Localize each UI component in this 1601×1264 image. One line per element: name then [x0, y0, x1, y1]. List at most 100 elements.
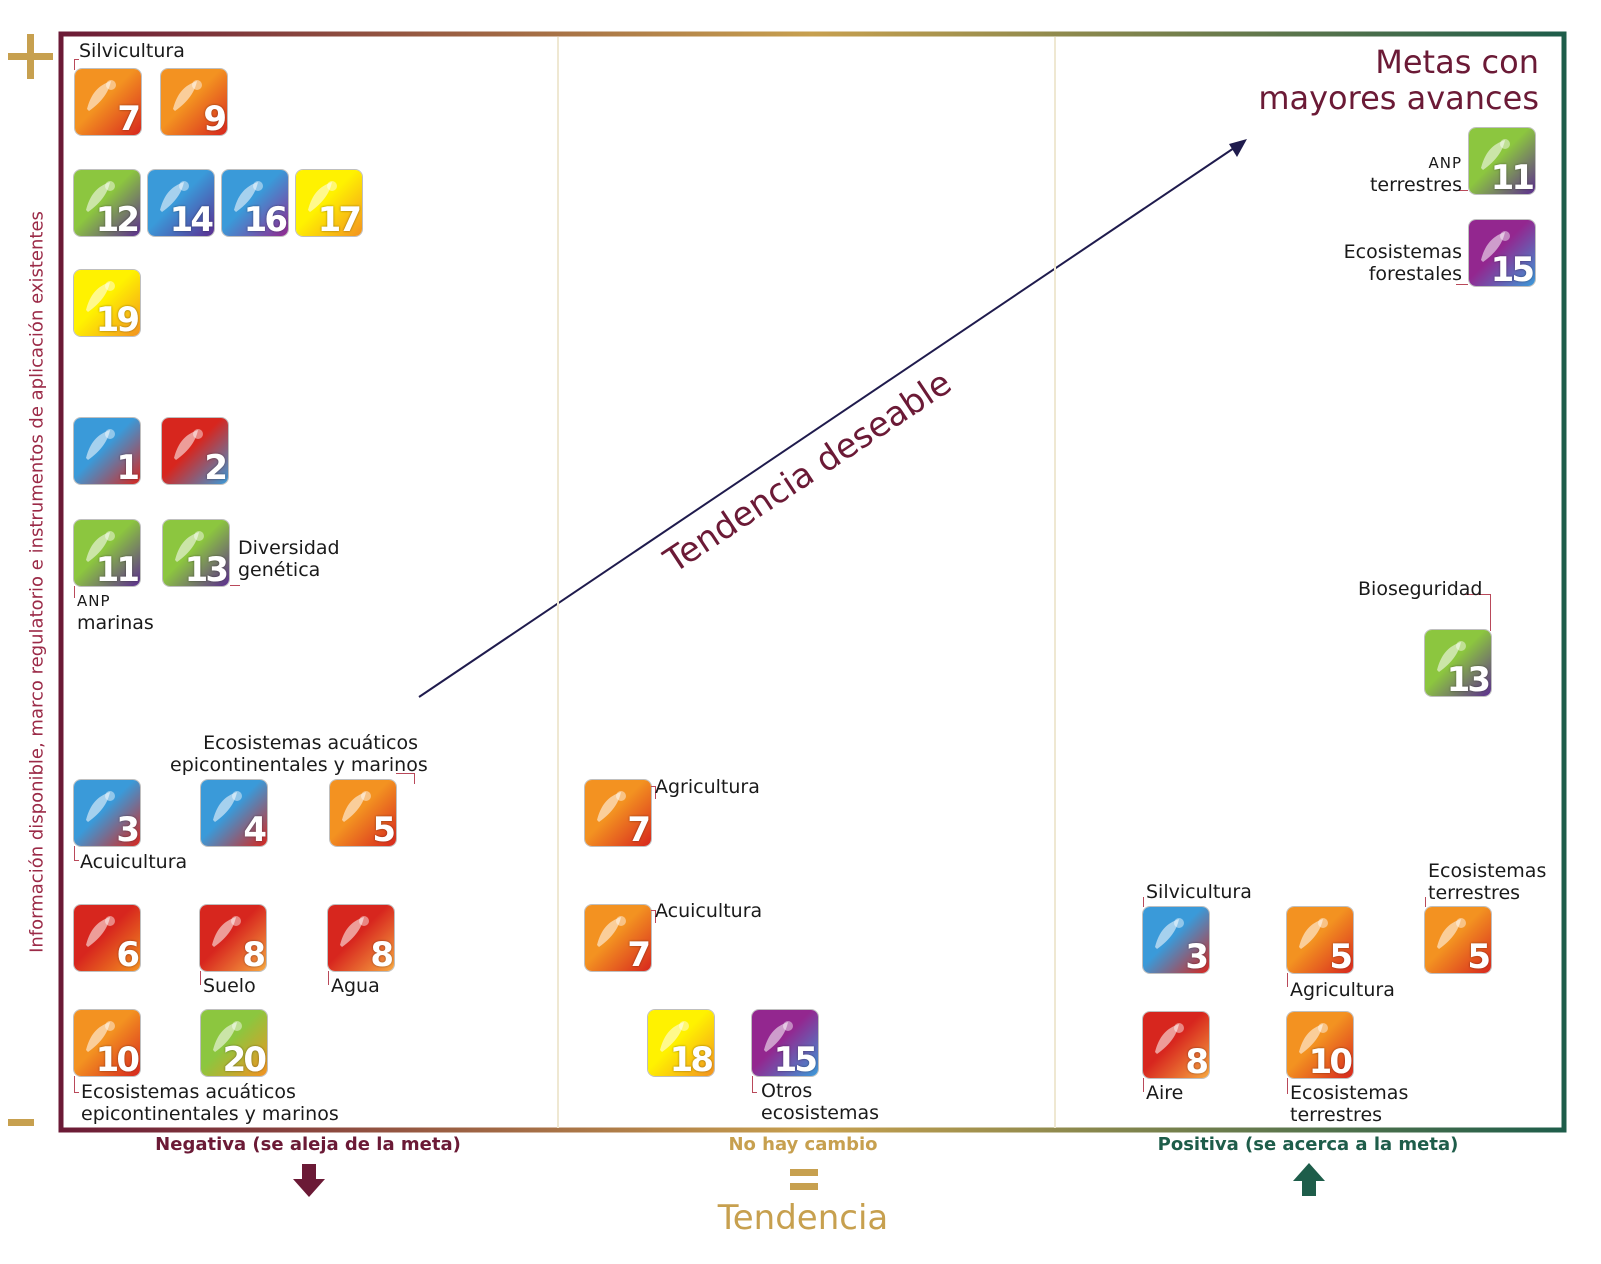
label-acuicultura: Acuicultura — [655, 900, 763, 922]
label-otros-ecosistemas: Otros ecosistemas — [761, 1080, 880, 1124]
goal-title-line-2: mayores avances — [1258, 79, 1539, 117]
goal-number: 11 — [1490, 158, 1535, 194]
goal-icon-8: 8 — [1143, 1012, 1209, 1078]
goal-glyph-icon — [86, 281, 115, 312]
goal-glyph-icon — [175, 531, 204, 562]
goal-number: 14 — [169, 200, 214, 236]
goal-title: Metas con mayores avances — [1258, 44, 1539, 116]
minus-icon — [8, 1119, 34, 1126]
label-connector — [1456, 190, 1468, 192]
goal-glyph-icon — [87, 80, 116, 111]
label-connector — [74, 1076, 79, 1093]
goal-icon-14: 14 — [148, 170, 214, 236]
goal-icon-4: 4 — [201, 780, 267, 846]
label-connector — [74, 846, 79, 861]
goal-icon-15: 15 — [1469, 220, 1535, 286]
goal-glyph-icon — [340, 916, 369, 947]
goal-glyph-icon — [1299, 918, 1328, 949]
goal-number: 8 — [1185, 1042, 1209, 1078]
goal-number: 13 — [184, 550, 229, 586]
goal-glyph-icon — [308, 181, 337, 212]
goal-number: 9 — [203, 99, 227, 135]
goal-number: 10 — [1308, 1042, 1353, 1078]
goal-icon-6: 6 — [74, 905, 140, 971]
label-aire: Aire — [1146, 1082, 1184, 1104]
goal-glyph-icon — [213, 1021, 242, 1052]
goal-icon-15: 15 — [752, 1010, 818, 1076]
goal-icon-7: 7 — [585, 905, 651, 971]
goal-glyph-icon — [86, 429, 115, 460]
goal-number: 16 — [243, 200, 288, 236]
goal-glyph-icon — [1437, 641, 1466, 672]
arrow-up-icon — [1293, 1163, 1325, 1196]
label-connector — [1462, 594, 1491, 631]
goal-icon-7: 7 — [75, 69, 141, 135]
goal-icon-16: 16 — [222, 170, 288, 236]
label-connector — [651, 910, 656, 923]
goal-icon-7: 7 — [585, 780, 651, 846]
label-ecosistemas-terrestres: Ecosistemas terrestres — [1428, 860, 1547, 904]
goal-number: 15 — [1490, 250, 1535, 286]
goal-number: 5 — [1467, 937, 1491, 973]
goal-number: 15 — [773, 1040, 818, 1076]
goal-number: 8 — [242, 935, 266, 971]
label-connector — [200, 971, 202, 985]
goal-icon-20: 20 — [201, 1010, 267, 1076]
label-connector — [74, 59, 79, 70]
label-ecosistemas-acuaticos: Ecosistemas acuáticos epicontinentales y… — [81, 1081, 339, 1125]
goal-glyph-icon — [86, 181, 115, 212]
category-positive: Positiva (se acerca a la meta) — [1157, 1134, 1459, 1155]
arrow-down-icon — [293, 1164, 325, 1197]
goal-icon-5: 5 — [330, 780, 396, 846]
goal-glyph-icon — [1481, 139, 1510, 170]
plot-border — [58, 31, 1567, 1133]
label-connector — [230, 584, 240, 586]
goal-icon-18: 18 — [648, 1010, 714, 1076]
goal-glyph-icon — [597, 916, 626, 947]
goal-number: 12 — [95, 200, 140, 236]
goal-number: 2 — [204, 448, 228, 484]
label-connector — [74, 586, 76, 598]
goal-icon-17: 17 — [296, 170, 362, 236]
goal-number: 3 — [1185, 937, 1209, 973]
goal-glyph-icon — [86, 1021, 115, 1052]
x-axis-title: Tendencia — [717, 1198, 889, 1238]
goal-glyph-icon — [1437, 918, 1466, 949]
label-connector — [1425, 897, 1427, 907]
goal-number: 6 — [116, 935, 140, 971]
goal-glyph-icon — [342, 791, 371, 822]
goal-title-line-1: Metas con — [1375, 43, 1539, 81]
goal-number: 7 — [117, 99, 141, 135]
goal-glyph-icon — [213, 791, 242, 822]
goal-glyph-icon — [173, 80, 202, 111]
label-ecosistemas-forestales: Ecosistemas forestales — [1343, 241, 1462, 285]
category-no-change: No hay cambio — [728, 1134, 878, 1155]
goal-number: 7 — [627, 935, 651, 971]
goal-number: 7 — [627, 810, 651, 846]
goal-number: 5 — [1329, 937, 1353, 973]
label-ecosistemas-acuaticos: Ecosistemas acuáticos epicontinentales y… — [170, 732, 428, 776]
goal-icon-12: 12 — [74, 170, 140, 236]
goal-icon-5: 5 — [1425, 907, 1491, 973]
goal-icon-3: 3 — [1143, 907, 1209, 973]
label-agua: Agua — [331, 975, 380, 997]
goal-icon-3: 3 — [74, 780, 140, 846]
trend-arrow-head — [1229, 139, 1247, 157]
label-diversidad-genetica: Diversidad genética — [238, 537, 340, 581]
category-negative: Negativa (se aleja de la meta) — [155, 1134, 461, 1155]
goal-number: 18 — [669, 1040, 714, 1076]
goal-icon-10: 10 — [74, 1010, 140, 1076]
goal-glyph-icon — [86, 531, 115, 562]
goal-glyph-icon — [174, 429, 203, 460]
goal-icon-2: 2 — [162, 418, 228, 484]
label-silvicultura: Silvicultura — [79, 40, 185, 62]
label-agricultura: Agricultura — [1290, 979, 1395, 1001]
trend-arrow-line — [418, 147, 1235, 698]
goal-glyph-icon — [1299, 1023, 1328, 1054]
goal-number: 8 — [370, 935, 394, 971]
label-connector — [752, 1076, 757, 1093]
goal-number: 17 — [317, 200, 362, 236]
goal-number: 13 — [1446, 660, 1491, 696]
label-anp-terrestres: ANP terrestres — [1369, 154, 1462, 196]
